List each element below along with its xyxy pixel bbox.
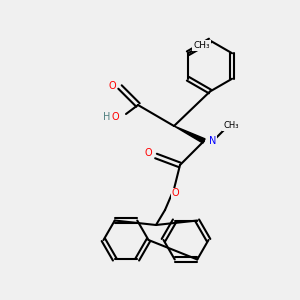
Polygon shape [174, 126, 205, 143]
Text: O: O [145, 148, 152, 158]
Text: O: O [172, 188, 179, 199]
Text: CH₃: CH₃ [223, 122, 239, 130]
Text: H: H [103, 112, 110, 122]
Text: O: O [112, 112, 119, 122]
Text: N: N [208, 136, 216, 146]
Text: O: O [109, 80, 116, 91]
Text: CH₃: CH₃ [193, 41, 210, 50]
